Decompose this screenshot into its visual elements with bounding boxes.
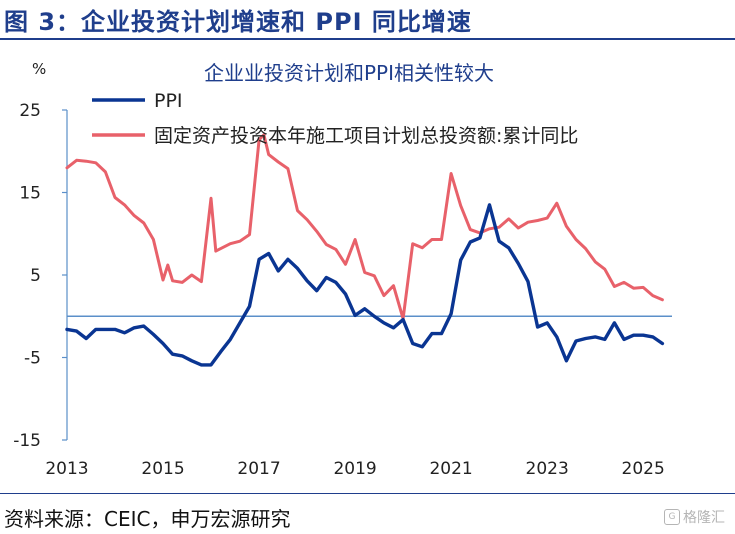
footer-divider	[0, 493, 735, 494]
watermark: G 格隆汇	[664, 507, 725, 527]
chart-title: 企业业投资计划和PPI相关性较大	[204, 61, 494, 85]
y-tick-label: 5	[30, 266, 41, 286]
x-tick-label: 2013	[45, 459, 88, 479]
legend-label: 固定资产投资本年施工项目计划总投资额:累计同比	[154, 125, 578, 147]
x-tick-label: 2015	[141, 459, 184, 479]
y-tick-label: -15	[13, 431, 41, 451]
title-divider	[0, 38, 735, 40]
x-tick-label: 2025	[622, 459, 665, 479]
y-axis-unit: %	[32, 60, 46, 78]
chart-series	[65, 133, 665, 367]
x-tick-label: 2019	[333, 459, 376, 479]
watermark-logo-icon: G	[664, 509, 680, 525]
figure-title: 图 3：企业投资计划增速和 PPI 同比增速	[4, 8, 472, 36]
y-tick-label: 25	[19, 101, 41, 121]
legend-label: PPI	[154, 90, 183, 112]
series-line-ppi	[65, 203, 665, 367]
line-chart: 企业业投资计划和PPI相关性较大 % -15 -5 5 15 25 2013 2015 201…	[13, 60, 672, 479]
chart-legend: PPI 固定资产投资本年施工项目计划总投资额:累计同比	[92, 90, 578, 147]
watermark-text: 格隆汇	[683, 510, 725, 526]
source-note: 资料来源：CEIC，申万宏源研究	[4, 507, 291, 531]
x-tick-label: 2017	[237, 459, 280, 479]
chart-axes: -15 -5 5 15 25 2013 2015 2017 2019 2021 2023 2025	[13, 101, 672, 479]
series-line-investment-plan	[65, 133, 664, 321]
x-tick-label: 2023	[526, 459, 569, 479]
y-tick-label: 15	[19, 184, 41, 204]
y-tick-label: -5	[24, 349, 41, 369]
x-tick-label: 2021	[429, 459, 472, 479]
